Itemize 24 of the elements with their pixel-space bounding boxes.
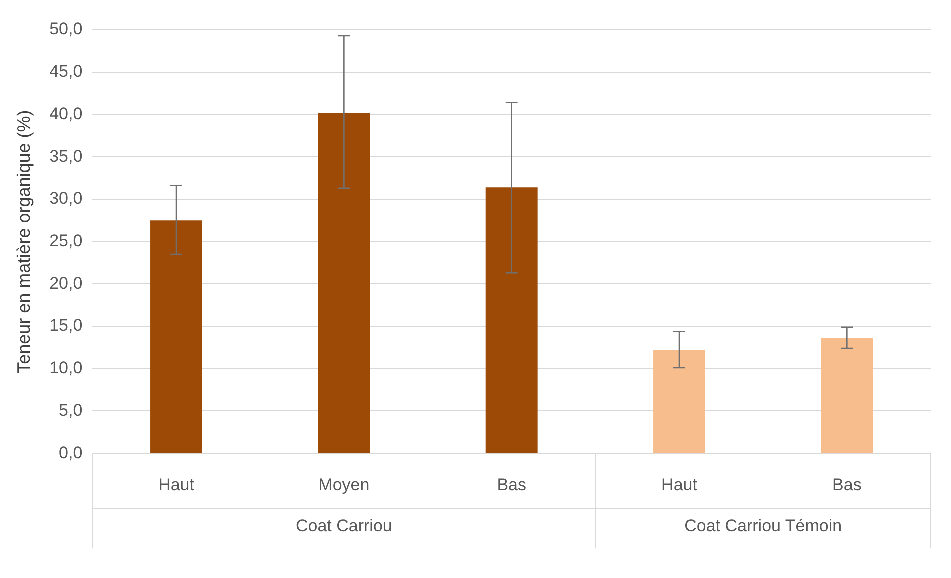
- y-tick-label: 0,0: [59, 443, 83, 462]
- y-tick-label: 20,0: [50, 274, 83, 293]
- y-tick-label: 10,0: [50, 358, 83, 378]
- bar: [150, 220, 203, 454]
- y-axis-title: Teneur en matière organique (%): [14, 110, 34, 374]
- x-tick-label: Moyen: [318, 475, 370, 494]
- y-tick-label: 15,0: [50, 316, 83, 336]
- text: Coat Carriou Témoin: [684, 516, 842, 536]
- y-tick-label: 5,0: [59, 400, 83, 420]
- y-tick-label: 30,0: [50, 189, 83, 208]
- x-tick-label: Bas: [832, 475, 862, 494]
- x-tick-label: Bas: [497, 475, 526, 494]
- bar: [654, 350, 706, 454]
- y-tick-label: 35,0: [50, 146, 83, 166]
- y-tick-label: 25,0: [50, 231, 83, 250]
- bar: [486, 188, 538, 454]
- bar: [821, 338, 874, 454]
- y-tick-label: 40,0: [50, 104, 83, 124]
- x-tick-label: Haut: [662, 475, 698, 494]
- y-tick-label: 50,0: [50, 20, 83, 39]
- x-tick-label: Haut: [158, 475, 195, 494]
- y-tick-label: 45,0: [50, 62, 83, 82]
- text: Coat Carriou: [296, 516, 392, 536]
- bar: [318, 113, 370, 454]
